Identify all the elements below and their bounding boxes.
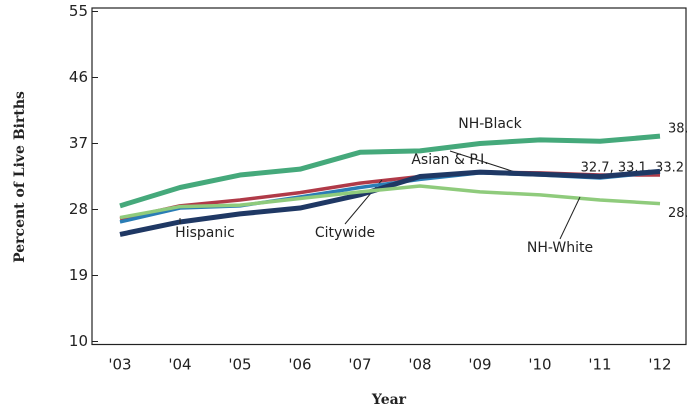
x-tick-label: '11 xyxy=(588,356,611,374)
x-tick-label: '05 xyxy=(228,356,251,374)
leader-line xyxy=(559,196,581,240)
value-label: 38.0 xyxy=(668,122,687,137)
y-tick-label: 28 xyxy=(69,200,88,218)
y-tick-label: 10 xyxy=(69,332,88,350)
x-tick-label: '03 xyxy=(108,356,131,374)
y-tick-label: 46 xyxy=(69,68,88,86)
y-tick-label: 55 xyxy=(69,2,88,20)
x-tick-label: '12 xyxy=(648,356,671,374)
leader-line xyxy=(449,150,516,173)
x-tick-label: '08 xyxy=(408,356,431,374)
series-label: Hispanic xyxy=(175,225,235,241)
value-label: 28.8 xyxy=(668,206,687,221)
x-tick-label: '06 xyxy=(288,356,311,374)
series-label: NH-White xyxy=(527,240,593,256)
leader-line xyxy=(344,179,383,225)
y-tick-label: 19 xyxy=(69,266,88,284)
series-line xyxy=(119,133,661,209)
x-tick-label: '10 xyxy=(528,356,551,374)
series-line xyxy=(119,170,660,221)
x-axis-title: Year xyxy=(371,392,407,408)
series-label: NH-Black xyxy=(458,116,522,132)
x-tick-label: '04 xyxy=(168,356,191,374)
series-line xyxy=(119,168,661,237)
x-tick-label: '07 xyxy=(348,356,371,374)
series-line xyxy=(119,184,661,220)
y-tick-label: 37 xyxy=(69,134,88,152)
series-label: Asian & P.I. xyxy=(411,152,488,168)
series-label: Citywide xyxy=(315,225,375,241)
y-axis-title: Percent of Live Births xyxy=(12,91,28,263)
x-tick-label: '09 xyxy=(468,356,491,374)
plot-frame xyxy=(91,7,687,346)
